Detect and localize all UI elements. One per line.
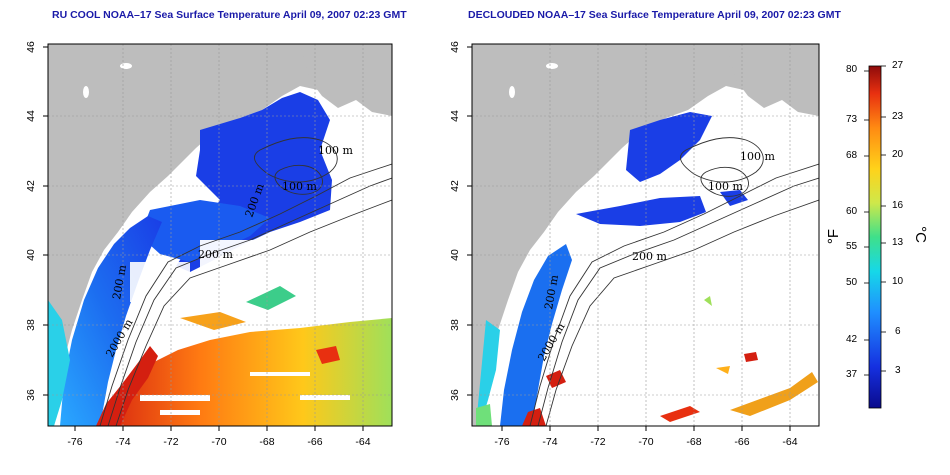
lat-tick-label: 40 — [449, 249, 461, 261]
right-lon-tick-labels: -76 -74 -72 -70 -68 -66 -64 — [494, 436, 797, 448]
left-map-content — [48, 44, 392, 426]
lon-tick-label: -76 — [67, 436, 82, 448]
lat-tick-label: 44 — [25, 110, 37, 122]
celsius-tick-label: 16 — [892, 200, 904, 211]
fahrenheit-tick-label: 42 — [846, 334, 858, 345]
cold-water-region — [626, 112, 712, 182]
lon-tick-label: -68 — [259, 436, 274, 448]
fahrenheit-tick-label: 37 — [846, 369, 858, 380]
lon-tick-label: -70 — [638, 436, 653, 448]
celsius-unit-label: °C — [911, 226, 929, 243]
contour-label: 200 m — [542, 273, 561, 310]
lat-tick-label: 36 — [25, 389, 37, 401]
celsius-tick-label: 10 — [892, 276, 904, 287]
right-map-content — [472, 44, 819, 426]
lon-tick-label: -66 — [307, 436, 322, 448]
contour-label: 100 m — [282, 180, 317, 193]
fahrenheit-tick-label: 50 — [846, 277, 858, 288]
contour-label: 200 m — [110, 263, 129, 300]
lat-tick-label: 40 — [25, 249, 37, 261]
lon-tick-label: -72 — [163, 436, 178, 448]
colorbar-ticks — [864, 65, 886, 376]
land-mass — [48, 44, 392, 426]
left-axis-ticks — [43, 46, 364, 431]
right-axis-ticks — [467, 46, 791, 431]
fahrenheit-tick-label: 68 — [846, 150, 858, 161]
left-grid — [48, 44, 392, 426]
right-grid — [472, 44, 819, 426]
fahrenheit-unit-label: °F — [825, 228, 843, 245]
contour-label: 200 m — [632, 250, 667, 263]
lon-tick-label: -74 — [115, 436, 130, 448]
lon-tick-label: -64 — [355, 436, 370, 448]
bathymetry-contours — [529, 137, 819, 426]
lon-tick-label: -68 — [686, 436, 701, 448]
left-lat-tick-labels: 36 38 40 42 44 46 — [25, 41, 37, 401]
lat-tick-label: 42 — [25, 180, 37, 192]
lon-tick-label: -70 — [211, 436, 226, 448]
lat-tick-label: 44 — [449, 110, 461, 122]
lat-tick-label: 46 — [25, 41, 37, 53]
lon-tick-label: -64 — [782, 436, 797, 448]
lat-tick-label: 36 — [449, 389, 461, 401]
left-panel-title: RU COOL NOAA–17 Sea Surface Temperature … — [52, 9, 407, 21]
temperature-colorbar — [868, 65, 882, 409]
right-panel-title: DECLOUDED NOAA–17 Sea Surface Temperatur… — [468, 9, 841, 21]
lat-tick-label: 42 — [449, 180, 461, 192]
lon-tick-label: -72 — [590, 436, 605, 448]
celsius-tick-label: 20 — [892, 149, 904, 160]
contour-label: 100 m — [740, 150, 775, 163]
celsius-tick-label: 13 — [892, 237, 904, 248]
celsius-tick-label: 3 — [895, 365, 901, 376]
bathymetry-contours — [99, 137, 392, 426]
left-lon-tick-labels: -76 -74 -72 -70 -68 -66 -64 — [67, 436, 370, 448]
celsius-tick-label: 27 — [892, 60, 904, 71]
celsius-tick-label: 23 — [892, 111, 904, 122]
right-lat-tick-labels: 36 38 40 42 44 46 — [449, 41, 461, 401]
fahrenheit-tick-label: 73 — [846, 114, 858, 125]
contour-label: 100 m — [318, 144, 353, 157]
contour-label: 200 m — [198, 248, 233, 261]
celsius-tick-label: 6 — [895, 326, 901, 337]
warm-water-region — [522, 408, 546, 426]
contour-label: 100 m — [708, 180, 743, 193]
lat-tick-label: 38 — [25, 319, 37, 331]
lon-tick-label: -74 — [542, 436, 557, 448]
lat-tick-label: 46 — [449, 41, 461, 53]
lon-tick-label: -66 — [734, 436, 749, 448]
lat-tick-label: 38 — [449, 319, 461, 331]
fahrenheit-tick-label: 80 — [846, 64, 858, 75]
lon-tick-label: -76 — [494, 436, 509, 448]
fahrenheit-tick-label: 55 — [846, 241, 858, 252]
fahrenheit-tick-label: 60 — [846, 206, 858, 217]
coastal-water-band — [500, 244, 572, 426]
land-mass — [472, 44, 819, 426]
